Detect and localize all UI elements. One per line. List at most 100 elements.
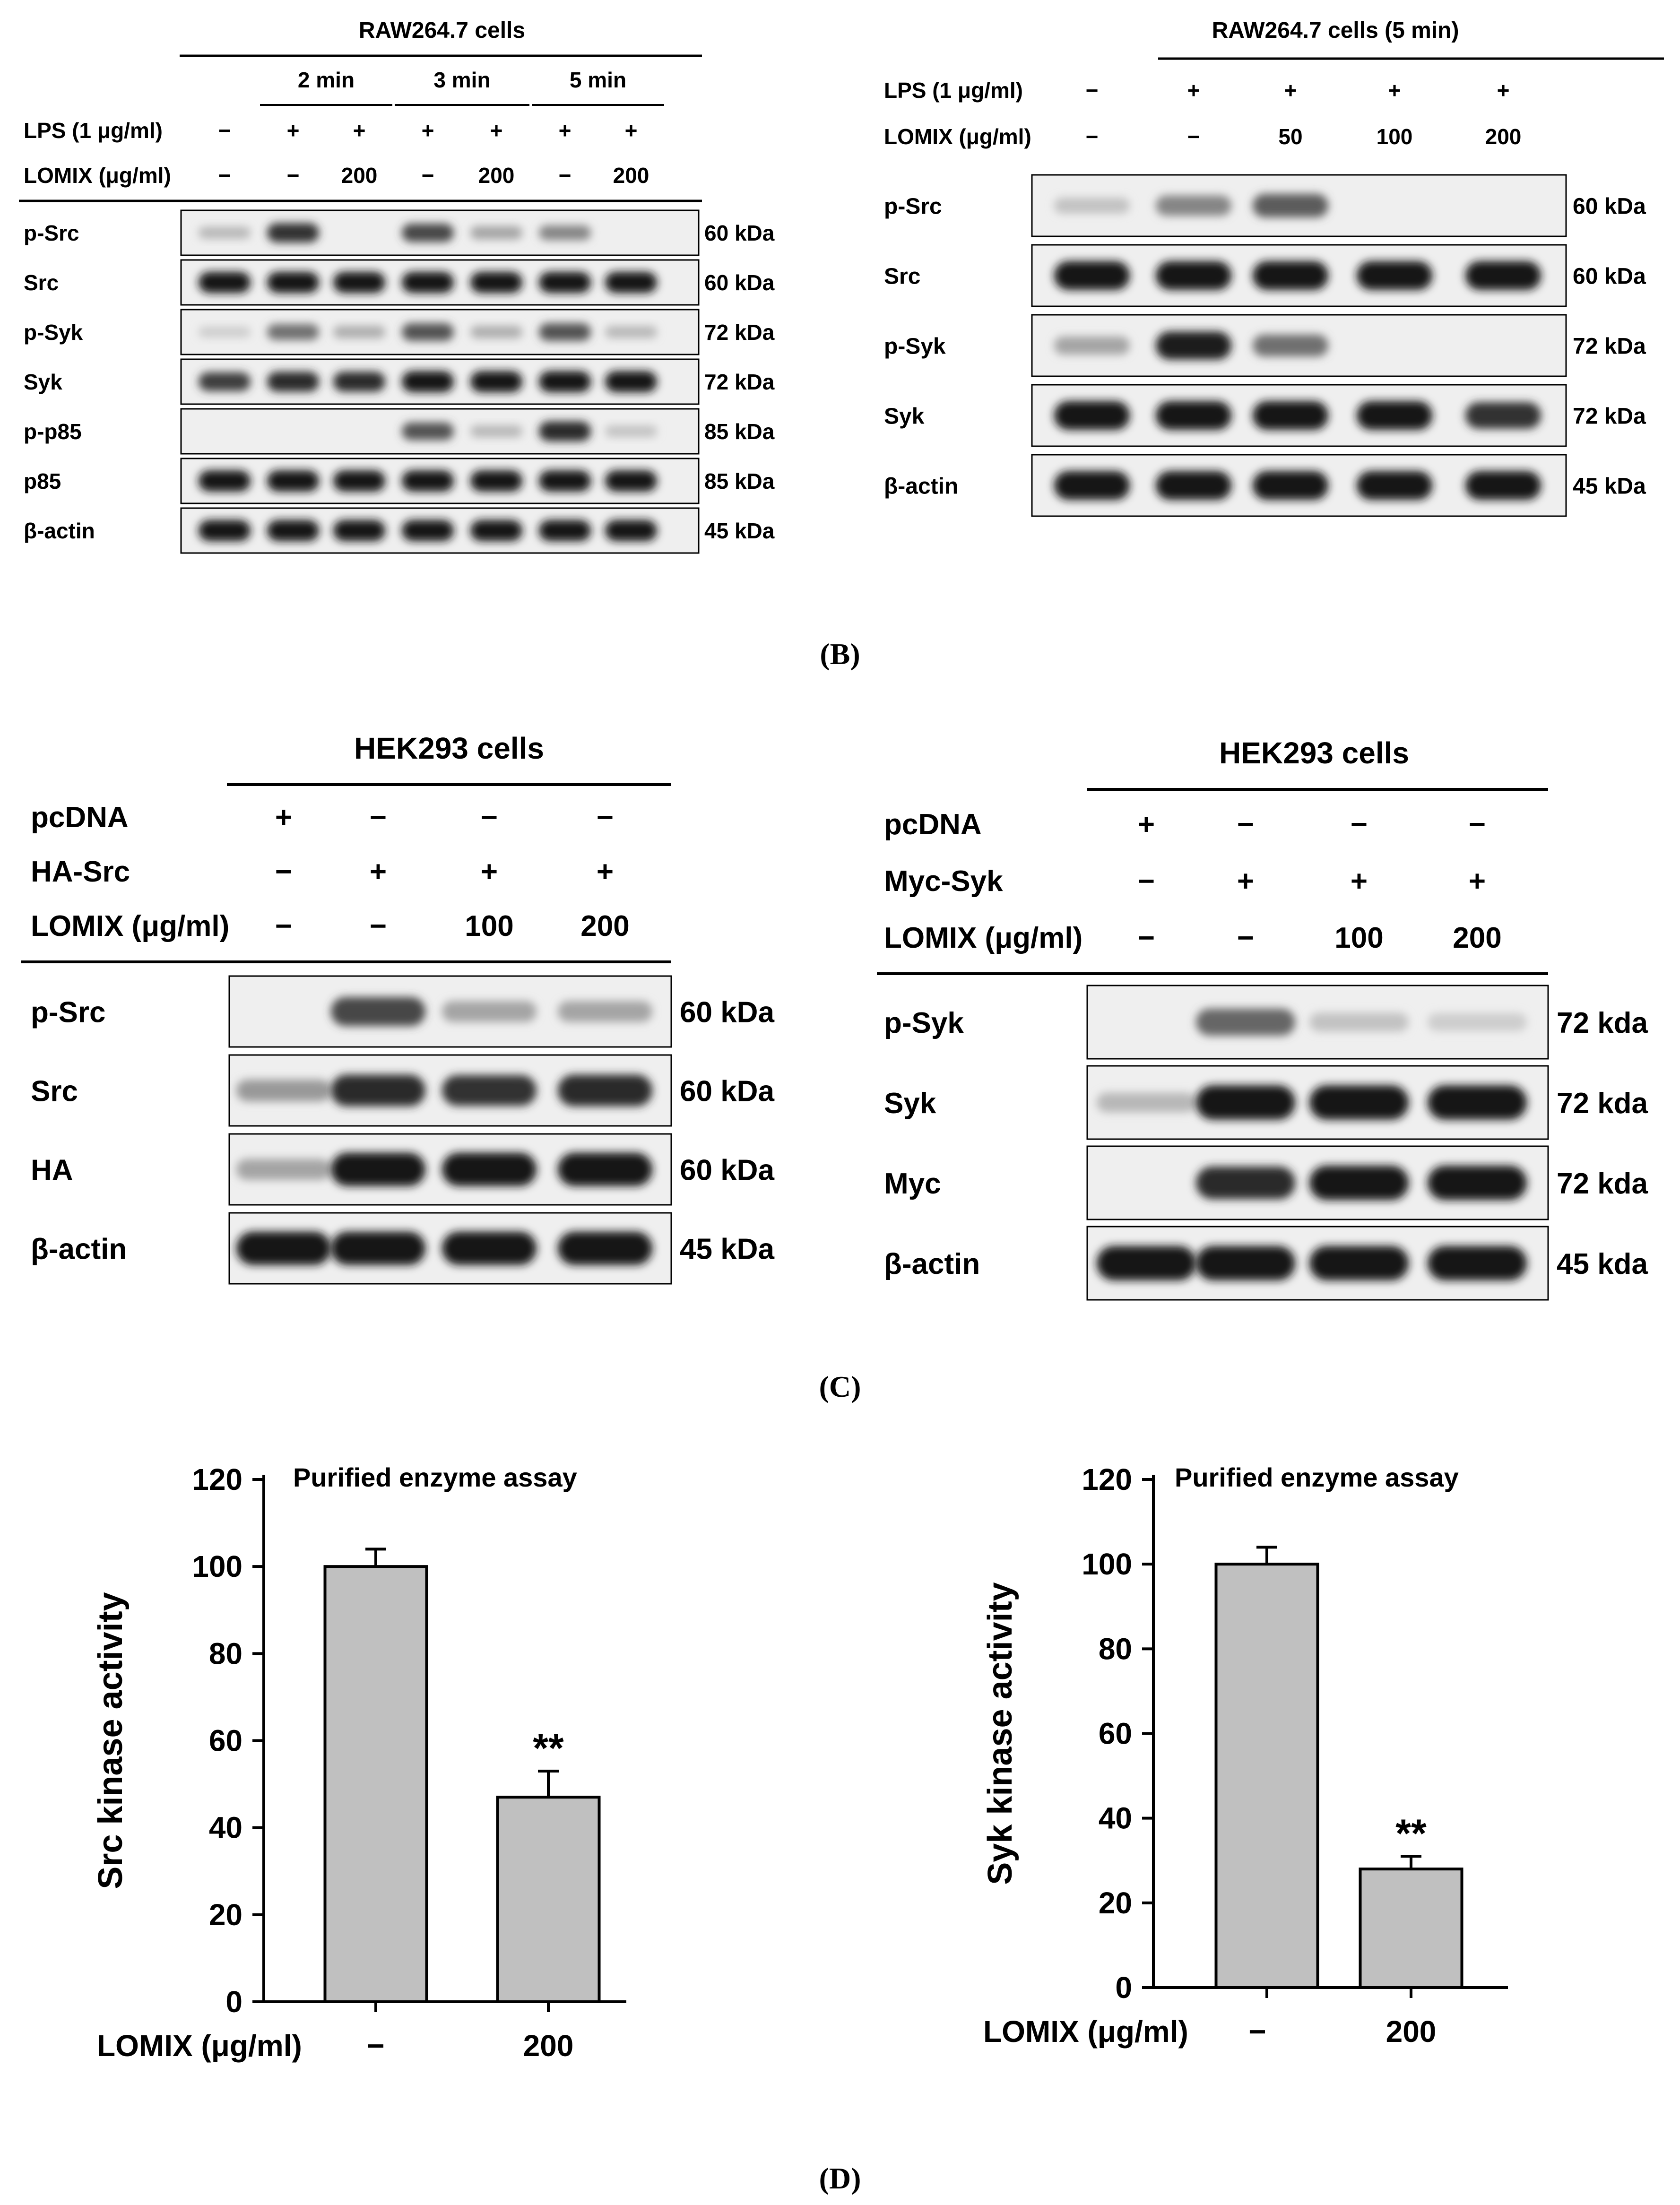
condition-value: − xyxy=(1138,865,1155,898)
y-axis-label: Src kinase activity xyxy=(92,1592,130,1889)
blot-band xyxy=(1309,1085,1409,1120)
blot-label: p-Syk xyxy=(24,320,83,345)
panel-c-left-title: HEK293 cells xyxy=(354,731,544,765)
condition-value: − xyxy=(370,910,387,943)
blot-band xyxy=(442,1075,537,1106)
blot-band xyxy=(539,225,591,241)
blot-band xyxy=(331,997,425,1026)
blot-row-syk: Syk 72 kda xyxy=(884,1065,1648,1140)
blot-row-psrc: p-Src 60 kDa xyxy=(24,209,775,256)
blot-band xyxy=(236,1231,331,1265)
blot-band xyxy=(1309,1246,1409,1280)
blot-row-ha: HA 60 kDa xyxy=(31,1133,774,1206)
lps-value: + xyxy=(1388,78,1401,103)
blot-label: p-Syk xyxy=(884,334,946,359)
condition-value: − xyxy=(597,801,614,834)
blot-band xyxy=(1156,401,1231,430)
molecular-weight: 72 kDa xyxy=(704,370,775,394)
chart-title: Purified enzyme assay xyxy=(1175,1462,1459,1492)
blot-label: p-Src xyxy=(31,996,105,1029)
condition-value: + xyxy=(1469,865,1486,898)
lps-value: + xyxy=(625,118,638,143)
blot-band xyxy=(333,272,385,293)
blot-band xyxy=(1253,471,1328,500)
condition-label: HA-Src xyxy=(31,856,130,888)
blot-band xyxy=(470,226,522,240)
blot-band xyxy=(1309,1012,1409,1032)
molecular-weight: 85 kDa xyxy=(704,419,775,444)
condition-label: pcDNA xyxy=(31,801,129,834)
blot-band xyxy=(558,1152,652,1186)
blot-band xyxy=(1196,1085,1295,1120)
blot-label: β-actin xyxy=(31,1233,127,1265)
panel-c-left: HEK293 cells pcDNA + − − − HA-Src − + + + LOMIX (μ… xyxy=(21,731,774,1285)
condition-value: + xyxy=(1351,865,1368,898)
blot-band xyxy=(199,520,251,541)
x-category-label: − xyxy=(1248,2015,1266,2049)
condition-value: + xyxy=(1237,865,1254,898)
lps-value: − xyxy=(1086,78,1099,103)
condition-value: − xyxy=(370,801,387,834)
blot-label: Src xyxy=(24,270,59,295)
blot-band xyxy=(605,326,657,338)
y-tick-label: 80 xyxy=(1099,1632,1132,1666)
y-tick-label: 120 xyxy=(1082,1462,1132,1496)
blot-band xyxy=(1428,1013,1527,1031)
blot-band xyxy=(1156,331,1231,360)
blot-label: Myc xyxy=(884,1167,941,1200)
blot-band xyxy=(402,470,454,492)
blot-row-psyk: p-Syk 72 kDa xyxy=(24,309,775,355)
condition-value: 200 xyxy=(580,910,629,943)
condition-value: − xyxy=(1351,808,1368,841)
lomix-value: 50 xyxy=(1278,124,1302,149)
bar xyxy=(1214,1563,1319,1989)
blot-label: HA xyxy=(31,1154,73,1186)
molecular-weight: 45 kDa xyxy=(680,1233,774,1265)
blot-band xyxy=(558,1231,652,1265)
blot-band xyxy=(333,372,385,392)
blot-band xyxy=(605,425,657,437)
condition-value: − xyxy=(1237,922,1254,954)
blot-band xyxy=(1428,1085,1527,1120)
blot-band xyxy=(558,1001,652,1022)
blot-band xyxy=(402,323,454,341)
blot-band xyxy=(1253,401,1328,430)
condition-label: Myc-Syk xyxy=(884,865,1003,898)
blot-band xyxy=(199,226,251,239)
blot-label: β-actin xyxy=(24,519,95,543)
blot-band xyxy=(1054,198,1130,214)
blot-band xyxy=(267,324,319,340)
blot-band xyxy=(442,1001,537,1022)
x-axis-label: LOMIX (μg/ml) xyxy=(97,2029,302,2063)
panel-d-caption: (D) xyxy=(819,2162,861,2195)
y-tick-label: 0 xyxy=(1115,1971,1132,2005)
condition-value: − xyxy=(481,801,498,834)
y-tick-label: 0 xyxy=(225,1985,242,2019)
y-tick-label: 120 xyxy=(192,1462,242,1496)
blot-row-actin: β-actin 45 kDa xyxy=(24,507,775,554)
blot-band xyxy=(333,520,385,541)
lomix-row-label: LOMIX (μg/ml) xyxy=(884,124,1031,149)
lps-value: + xyxy=(1497,78,1510,103)
condition-value: − xyxy=(1138,922,1155,954)
blot-band xyxy=(199,372,251,391)
lomix-value: 200 xyxy=(478,163,515,188)
blot-label: β-actin xyxy=(884,474,958,499)
blot-band xyxy=(1054,336,1130,355)
blot-band xyxy=(267,470,319,492)
blot-band xyxy=(470,272,522,293)
bar xyxy=(1359,1868,1464,1989)
blot-band xyxy=(1357,261,1432,290)
blot-band xyxy=(470,520,522,541)
blot-band xyxy=(267,223,319,243)
blot-band xyxy=(1156,195,1231,216)
significance-marker: ** xyxy=(533,1726,564,1770)
blot-band xyxy=(539,421,591,441)
x-category-label: 200 xyxy=(523,2029,574,2063)
blot-band xyxy=(1357,401,1432,430)
condition-label: pcDNA xyxy=(884,808,982,841)
condition-value: 100 xyxy=(1334,922,1383,954)
blot-band xyxy=(1097,1092,1196,1113)
blot-band xyxy=(470,326,522,338)
